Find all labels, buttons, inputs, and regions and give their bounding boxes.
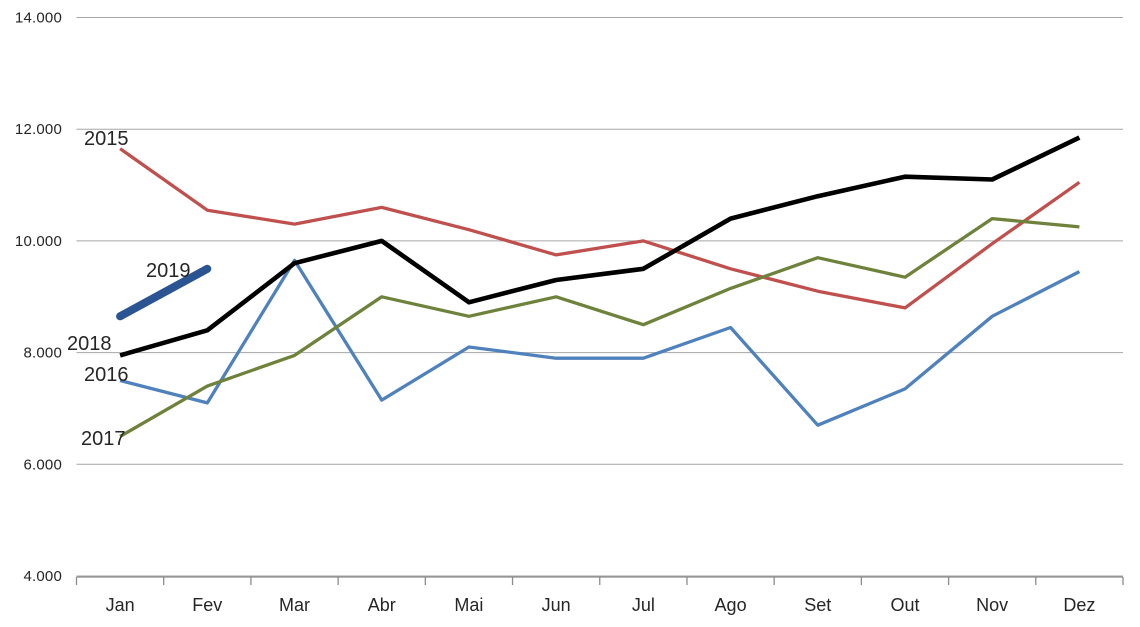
y-tick-label: 12.000 (15, 121, 62, 138)
series-2016-label: 2016 (84, 364, 129, 386)
x-tick-label: Mai (454, 595, 483, 615)
series-2016-line (119, 258, 1081, 427)
series-2018-line (119, 135, 1081, 358)
x-tick-label: Abr (368, 595, 396, 615)
y-tick-label: 10.000 (15, 233, 62, 250)
x-tick-label: Jun (542, 595, 571, 615)
x-tick-label: Ago (715, 595, 747, 615)
series-2015-label: 2015 (84, 128, 129, 150)
y-tick-label: 8.000 (23, 345, 62, 362)
y-tick-label: 4.000 (23, 568, 62, 585)
x-tick-label: Jan (106, 595, 135, 615)
y-tick-label: 14.000 (15, 10, 62, 27)
x-tick-label: Out (890, 595, 919, 615)
y-tick-label: 6.000 (23, 456, 62, 473)
x-tick-label: Dez (1063, 595, 1095, 615)
series-2017-line (119, 216, 1080, 438)
x-tick-label: Set (804, 595, 831, 615)
series-2017-label: 2017 (81, 428, 126, 450)
x-tick-label: Nov (976, 595, 1008, 615)
x-tick-label: Mar (279, 595, 310, 615)
series-2015-line (119, 147, 1081, 310)
series-2018-label: 2018 (67, 333, 112, 355)
series-2019-line (116, 264, 212, 321)
x-tick-label: Jul (632, 595, 655, 615)
x-tick-label: Fev (192, 595, 222, 615)
series-2019-label: 2019 (146, 260, 191, 282)
